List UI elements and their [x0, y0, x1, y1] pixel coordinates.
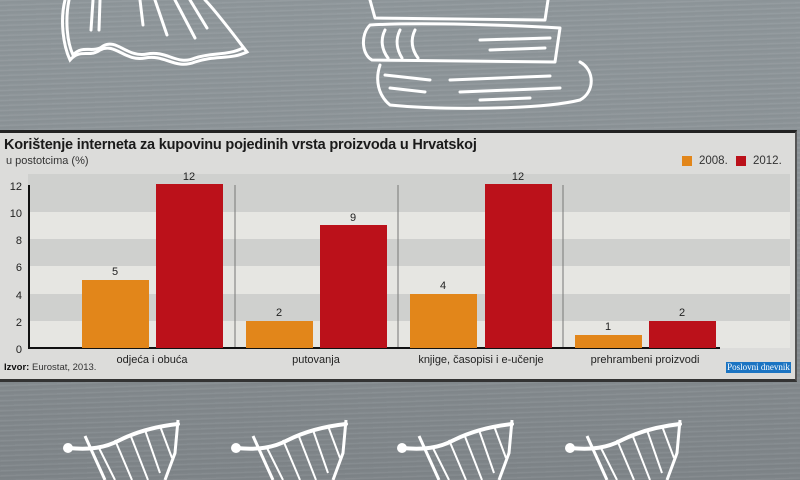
- bar-2008-knjige: [410, 294, 477, 348]
- svg-text:putovanja: putovanja: [292, 354, 341, 366]
- legend-label-2012: 2012.: [753, 155, 782, 167]
- chart-panel: 0 2 4 6 8 10 12 5 12 2 9 4 12: [0, 130, 797, 382]
- svg-text:1: 1: [605, 321, 611, 333]
- svg-text:4: 4: [16, 290, 22, 302]
- value-labels: 5 12 2 9 4 12 1 2: [112, 171, 685, 333]
- svg-text:9: 9: [350, 212, 356, 224]
- bar-2008-putovanja: [246, 321, 313, 348]
- svg-text:2: 2: [276, 307, 282, 319]
- chart-title: Korištenje interneta za kupovinu pojedin…: [4, 137, 477, 153]
- svg-text:knjige, časopisi i e-učenje: knjige, časopisi i e-učenje: [418, 354, 543, 366]
- books-stack-icon: [362, 0, 593, 110]
- legend-swatch-2012: [736, 156, 746, 166]
- svg-text:2: 2: [679, 307, 685, 319]
- legend-item-2012: 2012.: [736, 155, 782, 167]
- svg-text:2: 2: [16, 317, 22, 329]
- y-tick-labels: 0 2 4 6 8 10 12: [10, 181, 22, 356]
- legend-item-2008: 2008.: [682, 155, 728, 167]
- svg-text:0: 0: [16, 344, 22, 356]
- bar-2012-putovanja: [320, 225, 387, 348]
- publisher-logo: Poslovni dnevnik: [726, 362, 791, 373]
- legend-swatch-2008: [682, 156, 692, 166]
- svg-text:odjeća i obuća: odjeća i obuća: [117, 354, 189, 366]
- source-label: Izvor:: [4, 362, 30, 373]
- bar-2008-odjeca: [82, 280, 149, 348]
- chart-subtitle: u postotcima (%): [6, 155, 89, 167]
- svg-text:10: 10: [10, 208, 22, 220]
- bar-2012-knjige: [485, 184, 552, 348]
- svg-text:prehrambeni proizvodi: prehrambeni proizvodi: [591, 354, 700, 366]
- svg-text:6: 6: [16, 262, 22, 274]
- series-2012: [156, 184, 716, 348]
- bar-2012-prehrambeni: [649, 321, 716, 348]
- dress-icon: [61, 0, 250, 66]
- svg-text:5: 5: [112, 266, 118, 278]
- series-2008: [82, 280, 642, 348]
- category-labels: odjeća i obuća putovanja knjige, časopis…: [117, 354, 700, 366]
- svg-text:12: 12: [10, 181, 22, 193]
- bar-chart: 0 2 4 6 8 10 12 5 12 2 9 4 12: [10, 171, 790, 366]
- svg-text:12: 12: [183, 171, 195, 183]
- grid-bands: [28, 174, 790, 348]
- bar-2008-prehrambeni: [575, 335, 642, 348]
- svg-text:8: 8: [16, 235, 22, 247]
- source-text: Eurostat, 2013.: [29, 362, 97, 373]
- svg-text:4: 4: [440, 280, 446, 292]
- source-note: Izvor: Eurostat, 2013.: [4, 362, 96, 373]
- legend-label-2008: 2008.: [699, 155, 728, 167]
- category-separators: [234, 185, 564, 348]
- svg-text:12: 12: [512, 171, 524, 183]
- shopping-cart-icon: [61, 418, 682, 480]
- bar-2012-odjeca: [156, 184, 223, 348]
